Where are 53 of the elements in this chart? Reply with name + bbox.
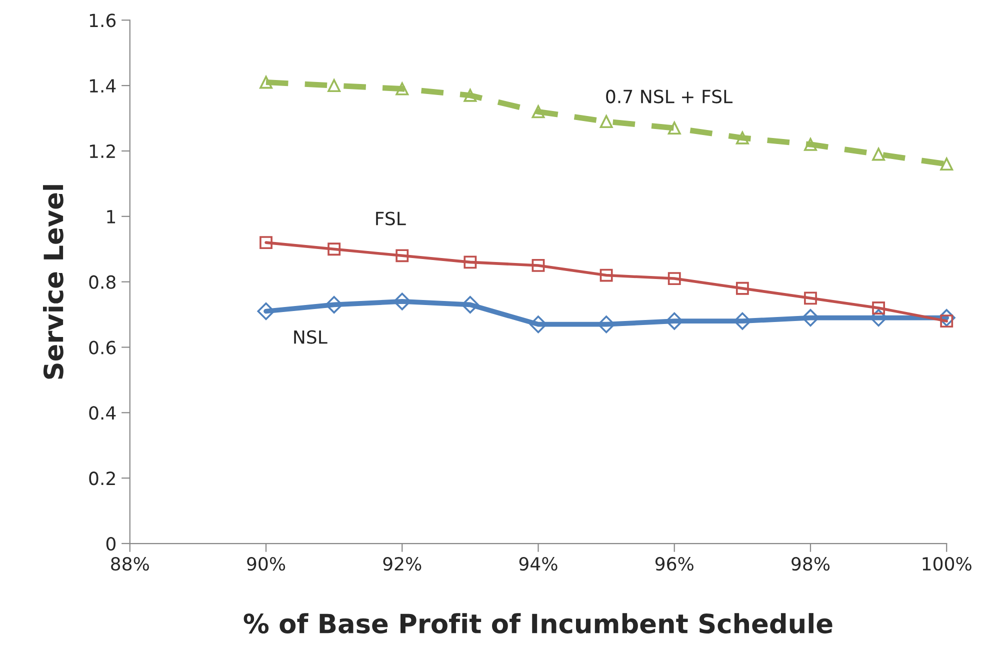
point — [257, 302, 275, 320]
point — [396, 82, 409, 96]
point — [598, 316, 616, 334]
series-label: 0.7 NSL + FSL — [606, 90, 733, 104]
y-tick-label: 1.6 — [90, 14, 116, 28]
x-tick-label: 88% — [111, 557, 149, 571]
point — [461, 296, 479, 314]
point — [872, 302, 886, 314]
x-tick-label: 100% — [922, 557, 972, 571]
point — [804, 138, 817, 151]
x-tick-label: 94% — [519, 557, 558, 571]
point — [736, 131, 749, 144]
point — [600, 268, 613, 282]
point — [396, 249, 409, 262]
x-tick-label: 90% — [247, 557, 286, 571]
y-tick-label: 0.4 — [89, 406, 116, 420]
point — [734, 312, 752, 330]
point — [325, 296, 343, 314]
point — [940, 158, 954, 171]
y-tick-label: 0.8 — [89, 275, 116, 289]
point — [600, 115, 613, 128]
point — [529, 316, 548, 334]
point — [260, 236, 272, 250]
point — [464, 256, 477, 269]
point — [668, 122, 681, 135]
y-tick-label: 1 — [107, 210, 116, 224]
x-axis-title: % of Base Profit of Incumbent Schedule — [244, 613, 832, 634]
point — [870, 309, 888, 327]
y-tick-label: 1.2 — [90, 144, 115, 158]
point — [872, 148, 886, 161]
series-label: NSL — [294, 330, 328, 344]
series-label: FSL — [376, 212, 406, 226]
point — [328, 79, 341, 92]
y-tick-label: 0.6 — [89, 340, 116, 354]
point — [668, 272, 681, 286]
point — [328, 242, 341, 256]
y-tick-label: 0.2 — [89, 472, 115, 486]
x-tick-label: 98% — [792, 557, 830, 571]
x-tick-label: 92% — [383, 557, 422, 571]
y-axis-title: Service Level — [42, 185, 64, 379]
point — [532, 105, 545, 118]
point — [260, 76, 272, 89]
point — [532, 259, 545, 272]
point — [666, 312, 684, 330]
point — [802, 309, 820, 327]
point — [804, 292, 817, 305]
y-tick-label: 1.4 — [90, 79, 116, 92]
point — [938, 309, 956, 327]
point — [464, 88, 477, 102]
x-tick-label: 96% — [655, 557, 694, 571]
point — [393, 292, 411, 310]
y-tick-label: 0 — [106, 536, 116, 551]
point — [736, 282, 749, 295]
